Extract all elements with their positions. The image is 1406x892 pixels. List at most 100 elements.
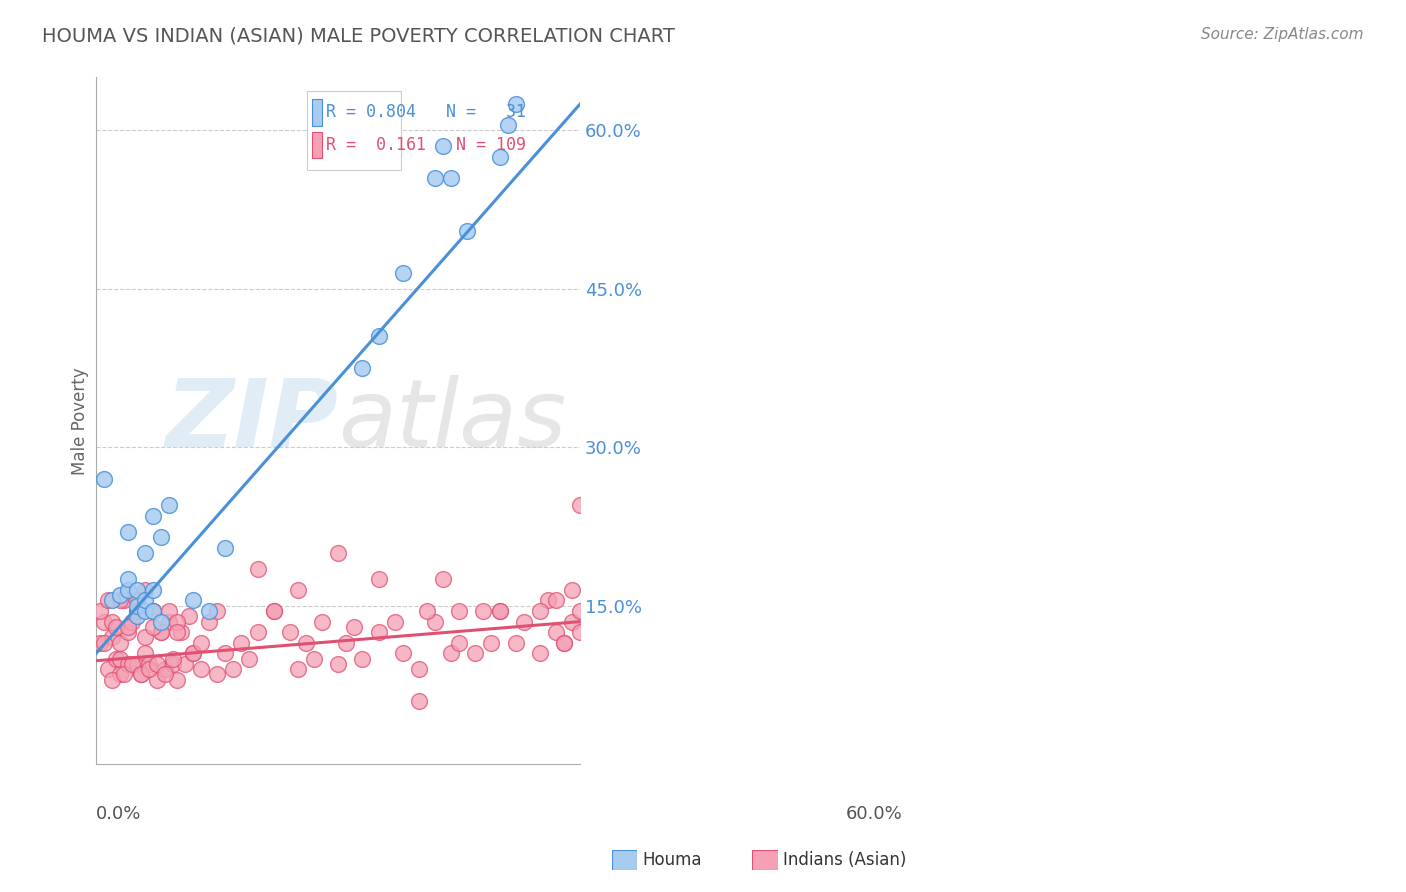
- Point: [246, 562, 269, 576]
- Point: [149, 625, 172, 640]
- Point: [367, 625, 389, 640]
- Point: [89, 636, 111, 650]
- Point: [561, 615, 583, 629]
- Point: [125, 599, 148, 613]
- Point: [328, 657, 350, 671]
- Point: [384, 615, 406, 629]
- Point: [311, 615, 333, 629]
- Point: [488, 604, 510, 618]
- Point: [101, 593, 124, 607]
- Point: [142, 604, 165, 618]
- Text: Houma: Houma: [643, 851, 702, 869]
- Point: [149, 530, 172, 544]
- Point: [149, 615, 172, 629]
- Point: [561, 582, 583, 597]
- Point: [553, 636, 575, 650]
- Point: [505, 636, 527, 650]
- Text: Indians (Asian): Indians (Asian): [783, 851, 907, 869]
- Point: [205, 604, 228, 618]
- Point: [153, 662, 176, 676]
- Point: [125, 657, 148, 671]
- Point: [125, 604, 148, 618]
- Point: [134, 646, 156, 660]
- Point: [408, 694, 430, 708]
- Point: [440, 170, 463, 185]
- Point: [190, 662, 212, 676]
- Point: [391, 266, 413, 280]
- Point: [205, 667, 228, 681]
- Point: [263, 604, 285, 618]
- Point: [544, 593, 567, 607]
- Point: [129, 667, 152, 681]
- Point: [222, 662, 245, 676]
- Point: [93, 472, 115, 486]
- Point: [295, 636, 318, 650]
- Point: [488, 150, 510, 164]
- Point: [481, 636, 503, 650]
- Point: [287, 662, 309, 676]
- Point: [529, 646, 551, 660]
- Point: [142, 620, 165, 634]
- Point: [416, 604, 439, 618]
- Point: [456, 224, 478, 238]
- Text: ZIP: ZIP: [166, 375, 339, 467]
- Point: [101, 631, 124, 645]
- Point: [153, 667, 176, 681]
- Point: [449, 636, 471, 650]
- Point: [569, 499, 592, 513]
- Point: [553, 636, 575, 650]
- Y-axis label: Male Poverty: Male Poverty: [72, 367, 89, 475]
- Point: [112, 593, 135, 607]
- Point: [157, 615, 180, 629]
- Point: [134, 631, 156, 645]
- Point: [142, 604, 165, 618]
- Point: [125, 609, 148, 624]
- Point: [423, 615, 446, 629]
- Point: [177, 609, 200, 624]
- Point: [134, 546, 156, 560]
- Point: [505, 96, 527, 111]
- Point: [105, 620, 128, 634]
- Point: [125, 604, 148, 618]
- Point: [110, 667, 132, 681]
- Point: [117, 582, 139, 597]
- Point: [569, 625, 592, 640]
- Point: [117, 625, 139, 640]
- Point: [569, 604, 592, 618]
- Point: [287, 582, 309, 597]
- Text: R =  0.161   N = 109: R = 0.161 N = 109: [326, 136, 526, 153]
- Point: [101, 615, 124, 629]
- FancyBboxPatch shape: [307, 91, 401, 170]
- Point: [214, 646, 236, 660]
- Point: [170, 625, 193, 640]
- Point: [263, 604, 285, 618]
- Point: [231, 636, 253, 650]
- FancyBboxPatch shape: [312, 99, 322, 126]
- Point: [110, 651, 132, 665]
- Point: [117, 524, 139, 539]
- Point: [134, 582, 156, 597]
- Point: [544, 625, 567, 640]
- Point: [162, 651, 184, 665]
- Point: [408, 662, 430, 676]
- Text: HOUMA VS INDIAN (ASIAN) MALE POVERTY CORRELATION CHART: HOUMA VS INDIAN (ASIAN) MALE POVERTY COR…: [42, 27, 675, 45]
- Point: [198, 604, 221, 618]
- Point: [105, 651, 128, 665]
- Point: [367, 572, 389, 586]
- Point: [246, 625, 269, 640]
- Point: [110, 588, 132, 602]
- Point: [129, 667, 152, 681]
- Point: [166, 673, 188, 687]
- Point: [89, 604, 111, 618]
- Point: [121, 615, 143, 629]
- Point: [472, 604, 495, 618]
- Point: [162, 657, 184, 671]
- Point: [464, 646, 486, 660]
- Point: [138, 657, 160, 671]
- Point: [238, 651, 260, 665]
- Point: [423, 170, 446, 185]
- Point: [101, 673, 124, 687]
- Point: [125, 593, 148, 607]
- Point: [391, 646, 413, 660]
- Point: [449, 604, 471, 618]
